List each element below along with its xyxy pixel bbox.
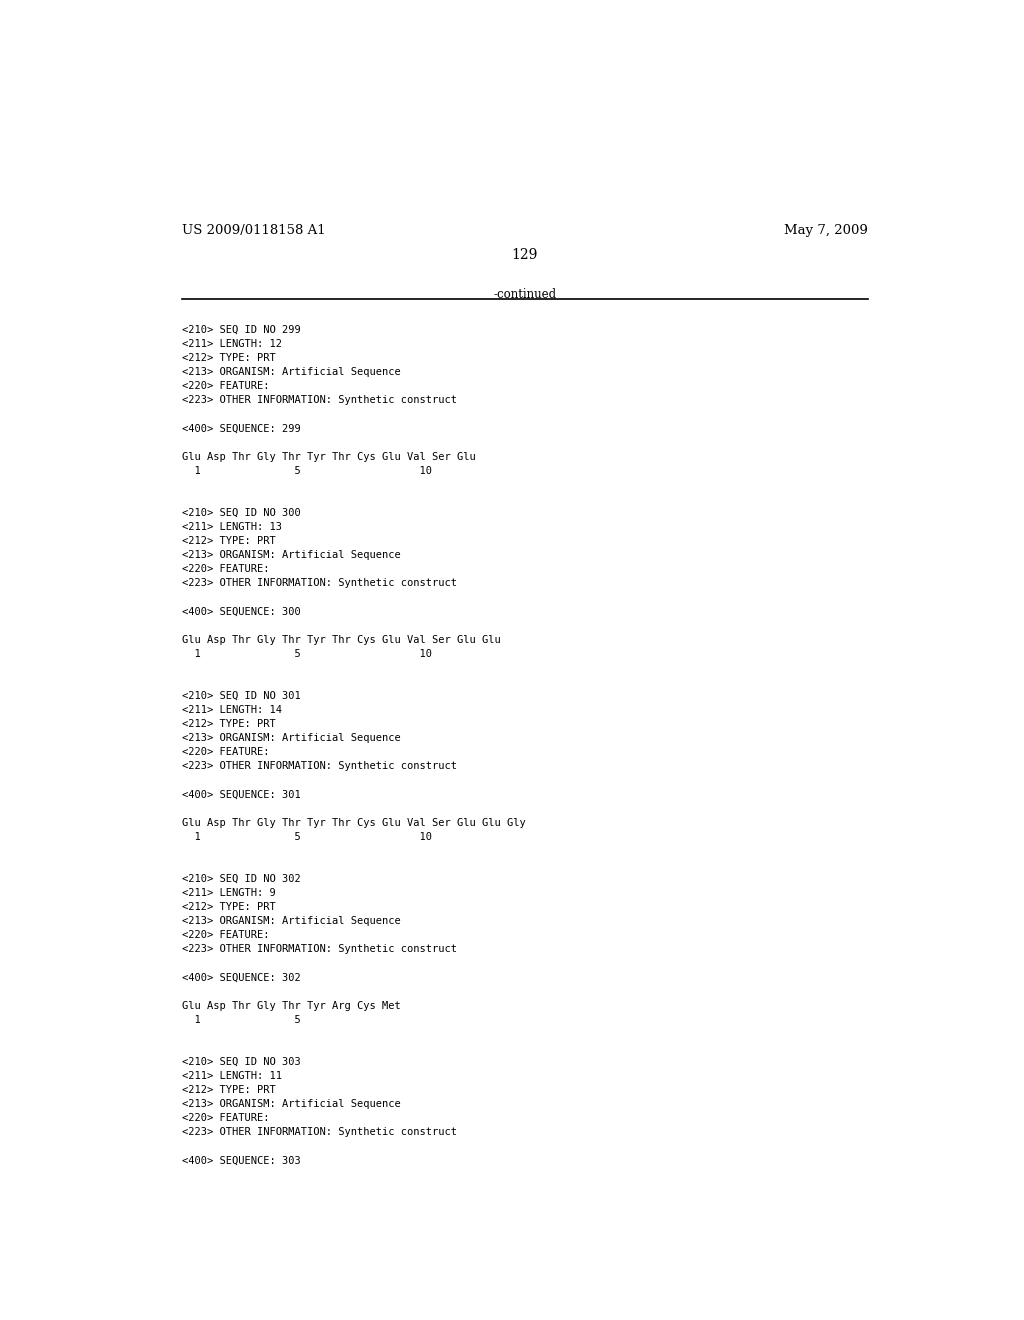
Text: <400> SEQUENCE: 299: <400> SEQUENCE: 299 bbox=[182, 424, 301, 433]
Text: 1               5                   10: 1 5 10 bbox=[182, 648, 432, 659]
Text: <212> TYPE: PRT: <212> TYPE: PRT bbox=[182, 352, 275, 363]
Text: 129: 129 bbox=[512, 248, 538, 261]
Text: <213> ORGANISM: Artificial Sequence: <213> ORGANISM: Artificial Sequence bbox=[182, 550, 400, 560]
Text: <223> OTHER INFORMATION: Synthetic construct: <223> OTHER INFORMATION: Synthetic const… bbox=[182, 944, 457, 954]
Text: <212> TYPE: PRT: <212> TYPE: PRT bbox=[182, 902, 275, 912]
Text: <400> SEQUENCE: 301: <400> SEQUENCE: 301 bbox=[182, 789, 301, 800]
Text: US 2009/0118158 A1: US 2009/0118158 A1 bbox=[182, 224, 326, 238]
Text: <210> SEQ ID NO 299: <210> SEQ ID NO 299 bbox=[182, 325, 301, 335]
Text: <213> ORGANISM: Artificial Sequence: <213> ORGANISM: Artificial Sequence bbox=[182, 916, 400, 927]
Text: <210> SEQ ID NO 300: <210> SEQ ID NO 300 bbox=[182, 508, 301, 517]
Text: <400> SEQUENCE: 300: <400> SEQUENCE: 300 bbox=[182, 606, 301, 616]
Text: 1               5: 1 5 bbox=[182, 1015, 301, 1024]
Text: <211> LENGTH: 12: <211> LENGTH: 12 bbox=[182, 339, 282, 348]
Text: <212> TYPE: PRT: <212> TYPE: PRT bbox=[182, 536, 275, 546]
Text: 1               5                   10: 1 5 10 bbox=[182, 466, 432, 475]
Text: <223> OTHER INFORMATION: Synthetic construct: <223> OTHER INFORMATION: Synthetic const… bbox=[182, 578, 457, 589]
Text: Glu Asp Thr Gly Thr Tyr Thr Cys Glu Val Ser Glu Glu Gly: Glu Asp Thr Gly Thr Tyr Thr Cys Glu Val … bbox=[182, 817, 525, 828]
Text: <400> SEQUENCE: 302: <400> SEQUENCE: 302 bbox=[182, 973, 301, 982]
Text: <211> LENGTH: 9: <211> LENGTH: 9 bbox=[182, 888, 275, 898]
Text: May 7, 2009: May 7, 2009 bbox=[783, 224, 867, 238]
Text: <210> SEQ ID NO 303: <210> SEQ ID NO 303 bbox=[182, 1057, 301, 1067]
Text: <400> SEQUENCE: 303: <400> SEQUENCE: 303 bbox=[182, 1155, 301, 1166]
Text: <210> SEQ ID NO 302: <210> SEQ ID NO 302 bbox=[182, 874, 301, 884]
Text: <220> FEATURE:: <220> FEATURE: bbox=[182, 747, 269, 758]
Text: <223> OTHER INFORMATION: Synthetic construct: <223> OTHER INFORMATION: Synthetic const… bbox=[182, 762, 457, 771]
Text: <210> SEQ ID NO 301: <210> SEQ ID NO 301 bbox=[182, 690, 301, 701]
Text: <213> ORGANISM: Artificial Sequence: <213> ORGANISM: Artificial Sequence bbox=[182, 367, 400, 378]
Text: <223> OTHER INFORMATION: Synthetic construct: <223> OTHER INFORMATION: Synthetic const… bbox=[182, 395, 457, 405]
Text: Glu Asp Thr Gly Thr Tyr Thr Cys Glu Val Ser Glu: Glu Asp Thr Gly Thr Tyr Thr Cys Glu Val … bbox=[182, 451, 476, 462]
Text: <220> FEATURE:: <220> FEATURE: bbox=[182, 1113, 269, 1123]
Text: <220> FEATURE:: <220> FEATURE: bbox=[182, 931, 269, 940]
Text: <211> LENGTH: 11: <211> LENGTH: 11 bbox=[182, 1071, 282, 1081]
Text: <213> ORGANISM: Artificial Sequence: <213> ORGANISM: Artificial Sequence bbox=[182, 733, 400, 743]
Text: -continued: -continued bbox=[494, 289, 556, 301]
Text: 1               5                   10: 1 5 10 bbox=[182, 832, 432, 842]
Text: <213> ORGANISM: Artificial Sequence: <213> ORGANISM: Artificial Sequence bbox=[182, 1100, 400, 1109]
Text: Glu Asp Thr Gly Thr Tyr Thr Cys Glu Val Ser Glu Glu: Glu Asp Thr Gly Thr Tyr Thr Cys Glu Val … bbox=[182, 635, 501, 644]
Text: <211> LENGTH: 13: <211> LENGTH: 13 bbox=[182, 521, 282, 532]
Text: <211> LENGTH: 14: <211> LENGTH: 14 bbox=[182, 705, 282, 715]
Text: Glu Asp Thr Gly Thr Tyr Arg Cys Met: Glu Asp Thr Gly Thr Tyr Arg Cys Met bbox=[182, 1001, 400, 1011]
Text: <223> OTHER INFORMATION: Synthetic construct: <223> OTHER INFORMATION: Synthetic const… bbox=[182, 1127, 457, 1138]
Text: <220> FEATURE:: <220> FEATURE: bbox=[182, 381, 269, 391]
Text: <212> TYPE: PRT: <212> TYPE: PRT bbox=[182, 719, 275, 729]
Text: <220> FEATURE:: <220> FEATURE: bbox=[182, 564, 269, 574]
Text: <212> TYPE: PRT: <212> TYPE: PRT bbox=[182, 1085, 275, 1096]
